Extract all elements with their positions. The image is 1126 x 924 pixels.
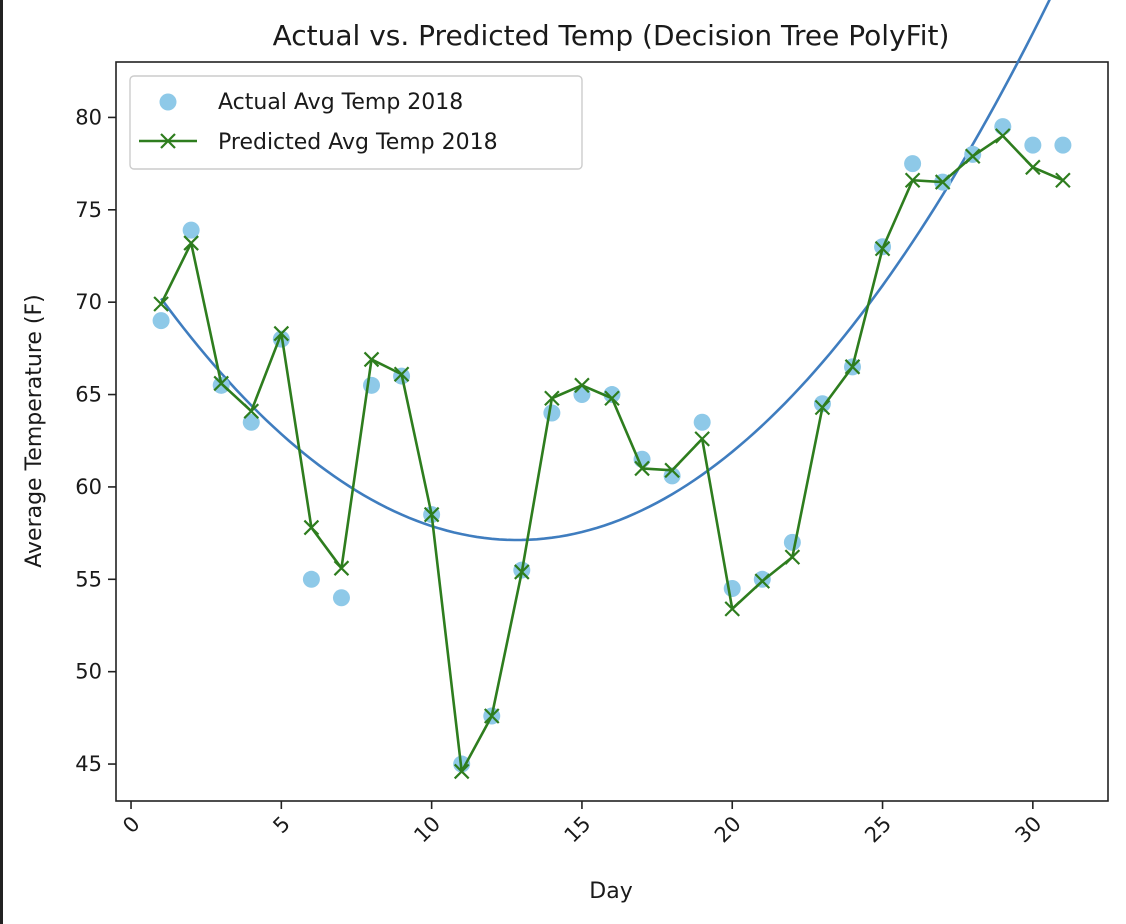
legend-label-actual: Actual Avg Temp 2018 (218, 90, 463, 115)
predicted-marker (814, 399, 831, 416)
window-left-border (0, 0, 3, 924)
actual-point (1024, 136, 1042, 154)
predicted-marker (333, 560, 350, 576)
y-tick-label: 50 (75, 660, 102, 684)
predicted-marker (153, 296, 169, 312)
y-tick-label: 75 (75, 198, 102, 222)
y-axis-label: Average Temperature (F) (22, 294, 47, 568)
y-tick-label: 55 (75, 567, 102, 591)
x-tick-label: 15 (560, 812, 596, 848)
predicted-marker (363, 351, 380, 368)
x-tick-label: 5 (268, 812, 294, 838)
actual-point (363, 376, 381, 394)
x-ticks: 0 5 10 15 20 25 30 (118, 801, 1046, 847)
predicted-marker (964, 148, 981, 165)
legend-marker-predicted (160, 133, 176, 149)
predicted-marker (934, 174, 951, 190)
actual-point (994, 118, 1012, 136)
actual-point (152, 312, 170, 330)
actual-point (663, 467, 681, 485)
predicted-marker (183, 235, 199, 251)
actual-point (302, 570, 320, 588)
predicted-marker (303, 519, 320, 536)
predicted-marker (844, 359, 861, 375)
predicted-marker (1025, 159, 1041, 176)
predicted-marker (1055, 172, 1071, 189)
predicted-marker (393, 366, 410, 383)
predicted-marker (664, 462, 680, 479)
y-tick-label: 60 (75, 475, 102, 499)
y-tick-label: 65 (75, 383, 102, 407)
predicted-marker (904, 172, 921, 189)
predicted-marker (784, 549, 801, 565)
y-tick-label: 80 (75, 105, 102, 129)
predicted-marker (273, 325, 290, 342)
legend: Actual Avg Temp 2018 Predicted Avg Temp … (129, 75, 583, 170)
actual-scatter-layer (152, 118, 1072, 773)
legend-box (129, 75, 583, 170)
predicted-marker (213, 375, 229, 392)
y-tick-label: 70 (75, 290, 102, 314)
actual-point (212, 376, 230, 394)
predicted-marker (483, 708, 500, 724)
predicted-marker (514, 564, 530, 580)
actual-point (783, 533, 801, 551)
x-axis-label: Day (589, 879, 632, 904)
actual-point (813, 395, 831, 413)
predicted-marker (604, 390, 620, 407)
legend-label-predicted: Predicted Avg Temp 2018 (218, 130, 498, 155)
predicted-marker (453, 763, 470, 780)
predicted-marker (574, 377, 590, 394)
predicted-marker (423, 506, 440, 523)
predicted-marker (634, 460, 650, 477)
actual-point (693, 413, 711, 431)
y-tick-label: 45 (75, 752, 102, 776)
actual-point (543, 404, 561, 422)
y-ticks: 45 50 55 60 65 70 75 80 (75, 105, 116, 776)
x-tick-label: 25 (860, 812, 896, 848)
predicted-marker (243, 403, 260, 419)
actual-point (242, 413, 260, 431)
x-tick-label: 30 (1011, 812, 1047, 848)
predicted-marker (544, 390, 560, 407)
polyfit-layer (160, 0, 1051, 542)
x-tick-label: 0 (118, 812, 144, 838)
predicted-line-layer (153, 128, 1071, 780)
predicted-marker (754, 573, 771, 589)
predicted-marker (694, 431, 710, 447)
plot-area-frame (115, 61, 1109, 802)
predicted-line (159, 134, 1064, 773)
polyfit-curve (160, 0, 1051, 542)
x-tick-label: 20 (710, 812, 746, 848)
actual-point (182, 221, 200, 239)
actual-point (1054, 136, 1072, 154)
legend-marker-actual (159, 93, 177, 111)
predicted-marker (724, 601, 741, 617)
predicted-marker (995, 128, 1011, 144)
actual-point (332, 589, 350, 607)
x-tick-label: 10 (409, 812, 445, 848)
predicted-marker (874, 240, 891, 257)
actual-point (603, 386, 621, 404)
chart-title: Actual vs. Predicted Temp (Decision Tree… (273, 19, 950, 52)
actual-point (904, 155, 922, 173)
